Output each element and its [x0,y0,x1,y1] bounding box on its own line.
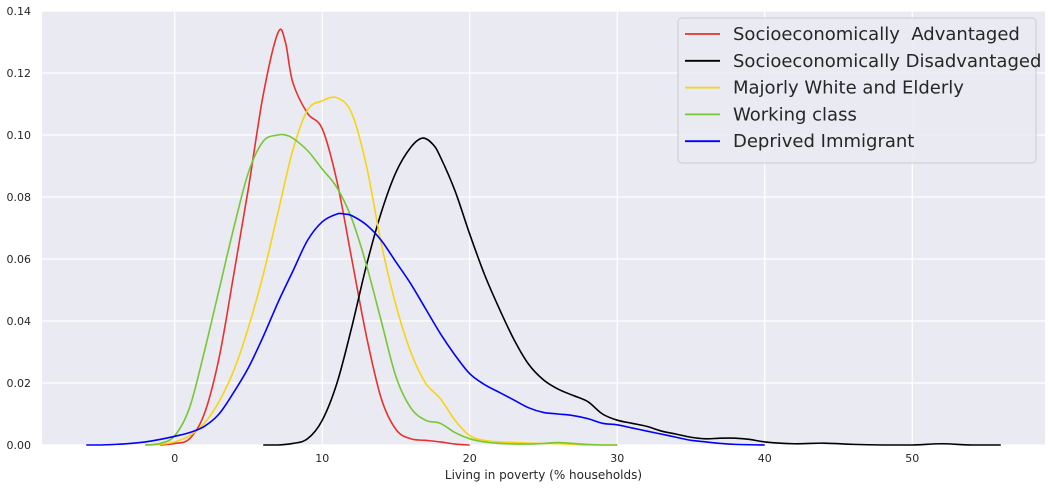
legend: Socioeconomically Advantaged Socioeconomi… [677,17,1041,164]
y-tick-label: 0.04 [7,315,32,328]
series-line-working-class [145,133,618,446]
x-axis-label: Living in poverty (% households) [445,468,642,482]
x-tick-label: 40 [758,452,772,465]
series-line-deprived-immigrant [86,212,765,446]
legend-label: Socioeconomically Advantaged [733,24,1020,45]
series-lines [86,28,1001,446]
legend-label: Deprived Immigrant [733,131,914,152]
x-tick-label: 20 [463,452,477,465]
y-tick-label: 0.06 [7,253,32,266]
x-tick-labels: 0 10 20 30 40 50 [171,452,919,465]
y-tick-labels: 0.00 0.02 0.04 0.06 0.08 0.10 0.12 0.14 [7,5,32,452]
y-tick-label: 0.02 [7,377,32,390]
legend-label: Working class [733,104,857,125]
x-tick-label: 30 [610,452,624,465]
y-tick-label: 0.14 [7,5,32,18]
y-tick-label: 0.10 [7,129,32,142]
x-tick-label: 0 [171,452,178,465]
series-line-socioeconomically-disadvantaged [263,137,1001,446]
x-tick-label: 50 [905,452,919,465]
legend-label: Socioeconomically Disadvantaged [733,51,1041,72]
y-tick-label: 0.00 [7,439,32,452]
x-tick-label: 10 [315,452,329,465]
legend-label: Majorly White and Elderly [733,78,964,99]
series-line-majorly-white-and-elderly [145,96,618,446]
series-line-socioeconomically-advantaged [159,28,470,446]
y-tick-label: 0.08 [7,191,32,204]
y-tick-label: 0.12 [7,67,32,80]
legend-box [677,17,1037,164]
